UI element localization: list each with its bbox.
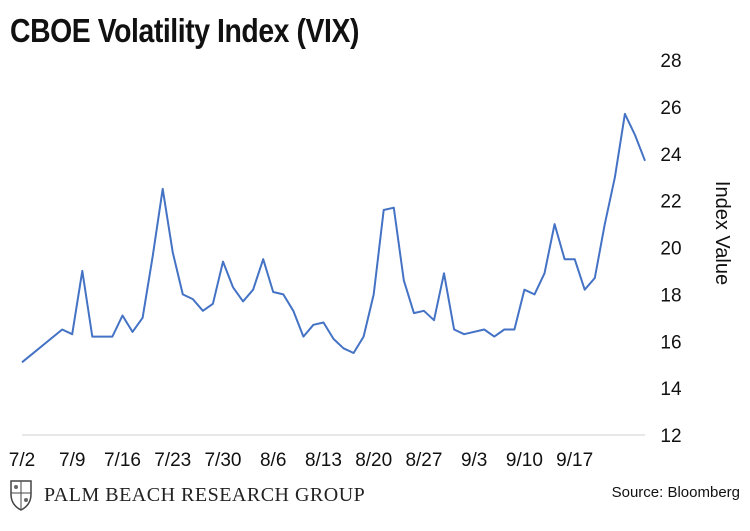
brand-logo: PALM BEACH RESEARCH GROUP bbox=[8, 478, 365, 512]
x-tick-label: 9/10 bbox=[506, 450, 543, 471]
y-tick-label: 26 bbox=[660, 98, 681, 119]
y-tick-label: 12 bbox=[660, 426, 681, 447]
x-tick-label: 9/3 bbox=[461, 450, 487, 471]
y-axis-label: Index Value bbox=[711, 181, 733, 285]
chart-title: CBOE Volatility Index (VIX) bbox=[10, 12, 359, 49]
brand-name: PALM BEACH RESEARCH GROUP bbox=[44, 483, 366, 506]
x-tick-label: 8/6 bbox=[260, 450, 286, 471]
y-tick-label: 20 bbox=[660, 239, 681, 260]
y-tick-label: 24 bbox=[660, 145, 682, 166]
source-note: Source: Bloomberg bbox=[611, 484, 740, 501]
x-tick-label: 8/27 bbox=[405, 450, 442, 471]
x-tick-label: 8/13 bbox=[305, 450, 342, 471]
x-tick-label: 9/17 bbox=[556, 450, 593, 471]
x-tick-label: 7/2 bbox=[9, 450, 35, 471]
y-tick-label: 16 bbox=[660, 332, 681, 353]
vix-series-line bbox=[21, 112, 646, 364]
x-tick-label: 7/23 bbox=[154, 450, 191, 471]
x-tick-label: 7/16 bbox=[104, 450, 141, 471]
y-tick-label: 14 bbox=[660, 379, 682, 400]
crest-icon bbox=[10, 480, 32, 511]
x-tick-label: 7/9 bbox=[59, 450, 85, 471]
x-tick-label: 8/20 bbox=[355, 450, 392, 471]
y-tick-label: 28 bbox=[660, 51, 681, 72]
x-tick-label: 7/30 bbox=[204, 450, 241, 471]
y-tick-label: 18 bbox=[660, 285, 681, 306]
series-group bbox=[21, 112, 646, 364]
y-tick-label: 22 bbox=[660, 192, 681, 213]
y-tick-labels: 12 14 16 18 20 22 24 26 28 bbox=[660, 51, 682, 447]
x-tick-labels: 7/2 7/9 7/16 7/23 7/30 8/6 8/13 8/20 8/27 9/3 9/10… bbox=[9, 450, 593, 471]
